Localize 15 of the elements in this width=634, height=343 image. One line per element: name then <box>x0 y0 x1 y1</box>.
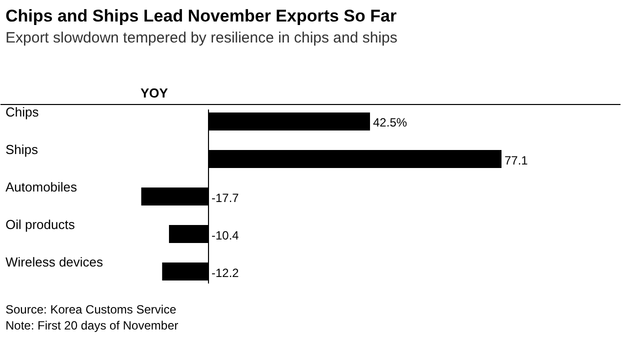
chart-subtitle: Export slowdown tempered by resilience in chips and ships <box>6 30 398 46</box>
text: YOY <box>140 86 168 100</box>
y-tick-label: Automobiles <box>6 180 78 194</box>
data-label: -17.7 <box>212 191 240 205</box>
data-label: 42.5% <box>373 116 408 130</box>
data-label: -10.4 <box>212 228 240 242</box>
source-note: Source: Korea Customs Service <box>6 302 177 316</box>
data-label: -12.2 <box>212 266 240 280</box>
y-tick-label: Ships <box>6 142 39 157</box>
y-tick-label: Wireless devices <box>6 254 104 270</box>
y-tick-label: Oil products <box>6 217 76 232</box>
text: Note: First 20 days of November <box>6 318 178 332</box>
y-tick-label: Chips <box>6 104 40 120</box>
chart-title: Chips and Ships Lead November Exports So Far <box>6 6 397 26</box>
data-label: 77.1 <box>504 154 528 168</box>
